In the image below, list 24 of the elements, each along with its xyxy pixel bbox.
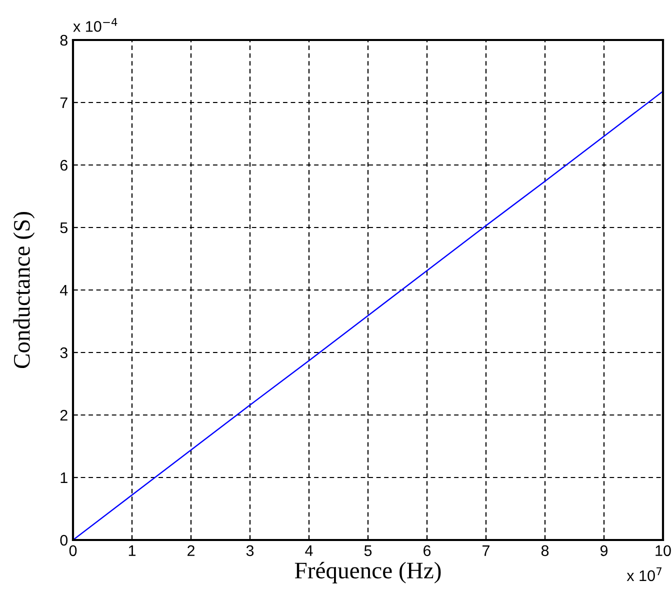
y-tick-label: 4 bbox=[60, 285, 68, 296]
y-axis-title: Conductance (S) bbox=[13, 212, 35, 368]
x-tick-label: 6 bbox=[424, 545, 431, 556]
x-tick-label: 2 bbox=[188, 545, 194, 556]
x-axis-title: Fréquence (Hz) bbox=[294, 562, 441, 584]
y-tick-label: 6 bbox=[60, 160, 68, 171]
y-tick-label: 5 bbox=[60, 222, 68, 234]
x-tick-label: 8 bbox=[541, 545, 549, 556]
x-tick-label: 7 bbox=[482, 545, 490, 556]
x-tick-label: 3 bbox=[246, 545, 254, 556]
y-tick-label: 8 bbox=[60, 34, 68, 46]
y-tick-label: 1 bbox=[60, 472, 68, 484]
x-tick-label: 9 bbox=[600, 545, 608, 556]
x-tick-label: 0 bbox=[69, 545, 77, 556]
y-tick-label: 2 bbox=[60, 410, 68, 421]
y-tick-label: 7 bbox=[60, 98, 68, 108]
text: x 10$^{−4}$ bbox=[73, 18, 118, 32]
x-tick-label: 5 bbox=[364, 545, 372, 556]
x-tick-label: 10 bbox=[656, 545, 671, 556]
x-tick-label: 1 bbox=[128, 545, 136, 556]
text: x 10$^{7}$ bbox=[626, 567, 662, 582]
x-tick-label: 4 bbox=[305, 545, 313, 556]
y-tick-label: 3 bbox=[60, 347, 68, 358]
y-tick-label: 0 bbox=[60, 534, 68, 546]
